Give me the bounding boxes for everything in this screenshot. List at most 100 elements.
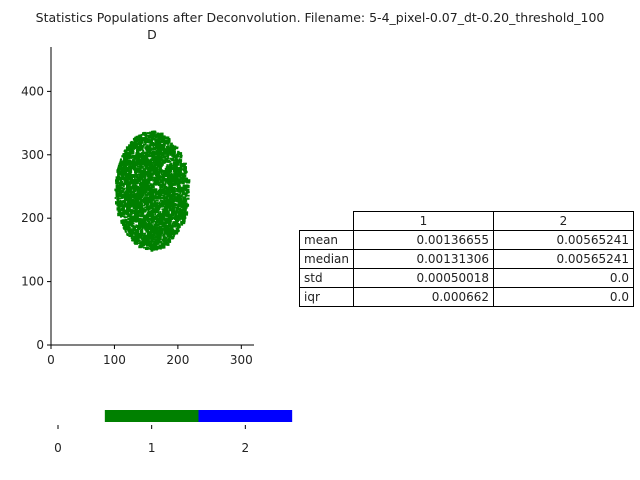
scatter-point	[160, 185, 164, 189]
scatter-point	[136, 193, 139, 196]
scatter-point	[149, 243, 153, 248]
scatter-point	[176, 153, 179, 156]
scatter-point	[174, 158, 179, 162]
scatter-point	[181, 186, 185, 189]
scatter-point	[128, 235, 132, 238]
scatter-point	[144, 206, 147, 209]
scatter-point	[124, 151, 128, 154]
scatter-point	[161, 189, 164, 192]
scatter-point	[167, 171, 171, 174]
scatter-point	[135, 226, 138, 228]
scatter-point	[146, 223, 150, 226]
scatter-point	[148, 147, 152, 150]
scatter-point	[176, 173, 181, 177]
scatter-point	[137, 139, 139, 143]
scatter-point	[156, 207, 161, 210]
scatter-point	[183, 184, 188, 188]
scatter-point	[151, 134, 155, 137]
scatter-point	[175, 173, 178, 176]
scatter-point	[170, 229, 175, 233]
scatter-point	[144, 133, 147, 137]
table-row: std 0.00050018 0.0	[299, 268, 634, 288]
scatter-point	[122, 170, 125, 175]
scatter-point	[158, 204, 161, 209]
scatter-point	[183, 174, 186, 178]
scatter-point	[125, 190, 128, 193]
scatter-point	[160, 152, 164, 156]
scatter-point	[150, 190, 153, 194]
table-cell: 0.00565241	[493, 230, 634, 250]
scatter-point	[146, 146, 150, 148]
table-row: median 0.00131306 0.00565241	[299, 249, 634, 269]
scatter-point	[120, 158, 123, 161]
scatter-point	[176, 183, 180, 187]
scatter-point	[160, 175, 164, 179]
scatter-point	[120, 220, 124, 224]
scatter-point	[143, 187, 147, 191]
scatter-point	[156, 213, 161, 218]
scatter-point	[151, 143, 154, 147]
scatter-point	[146, 202, 148, 205]
scatter-point	[141, 211, 144, 214]
scatter-point	[181, 164, 185, 168]
scatter-point	[176, 215, 181, 219]
scatter-point	[173, 170, 177, 173]
scatter-point	[136, 204, 139, 207]
scatter-point	[153, 197, 156, 200]
scatter-point	[131, 164, 134, 168]
scatter-point	[159, 213, 163, 216]
scatter-point	[161, 216, 165, 219]
scatter-point	[142, 152, 146, 155]
scatter-point	[128, 175, 132, 178]
scatter-point	[164, 170, 168, 174]
scatter-point	[177, 213, 180, 216]
scatter-point	[156, 148, 161, 151]
scatter-point	[164, 178, 168, 182]
scatter-point	[167, 202, 169, 206]
scatter-point	[159, 237, 162, 241]
scatter-point	[180, 221, 183, 224]
scatter-point	[154, 136, 158, 139]
scatter-point	[139, 170, 142, 173]
scatter-point	[177, 204, 181, 208]
scatter-point	[163, 201, 167, 204]
scatter-point	[160, 230, 164, 234]
scatter-point	[166, 189, 171, 193]
scatter-point	[174, 221, 179, 225]
scatter-point	[183, 162, 187, 165]
scatter-point	[176, 218, 180, 222]
scatter-point	[174, 211, 178, 215]
scatter-point	[151, 237, 154, 240]
scatter-point	[152, 203, 155, 207]
scatter-point	[151, 245, 154, 248]
scatter-point	[179, 167, 183, 169]
scatter-point	[156, 146, 159, 150]
scatter-point	[128, 149, 131, 152]
scatter-point	[149, 201, 152, 204]
scatter-point	[123, 165, 128, 168]
scatter-point	[171, 189, 175, 192]
scatter-point	[159, 185, 162, 189]
scatter-point	[140, 204, 143, 207]
scatter-point	[150, 197, 154, 202]
scatter-point	[151, 168, 154, 171]
scatter-point	[142, 170, 147, 174]
scatter-point	[119, 201, 124, 205]
scatter-point	[150, 142, 154, 145]
scatter-point	[150, 161, 153, 165]
scatter-point	[146, 241, 149, 244]
scatter-point	[148, 135, 152, 138]
scatter-point	[122, 201, 126, 204]
scatter-point	[147, 138, 150, 141]
scatter-point	[170, 186, 173, 190]
scatter-point	[135, 186, 137, 190]
scatter-point	[143, 220, 146, 224]
scatter-point	[179, 197, 182, 201]
scatter-point	[118, 205, 122, 208]
scatter-point	[172, 207, 175, 211]
scatter-point	[128, 208, 132, 212]
scatter-point	[158, 234, 162, 238]
scatter-point	[153, 245, 156, 249]
scatter-point	[124, 196, 128, 199]
scatter-point	[149, 151, 152, 155]
